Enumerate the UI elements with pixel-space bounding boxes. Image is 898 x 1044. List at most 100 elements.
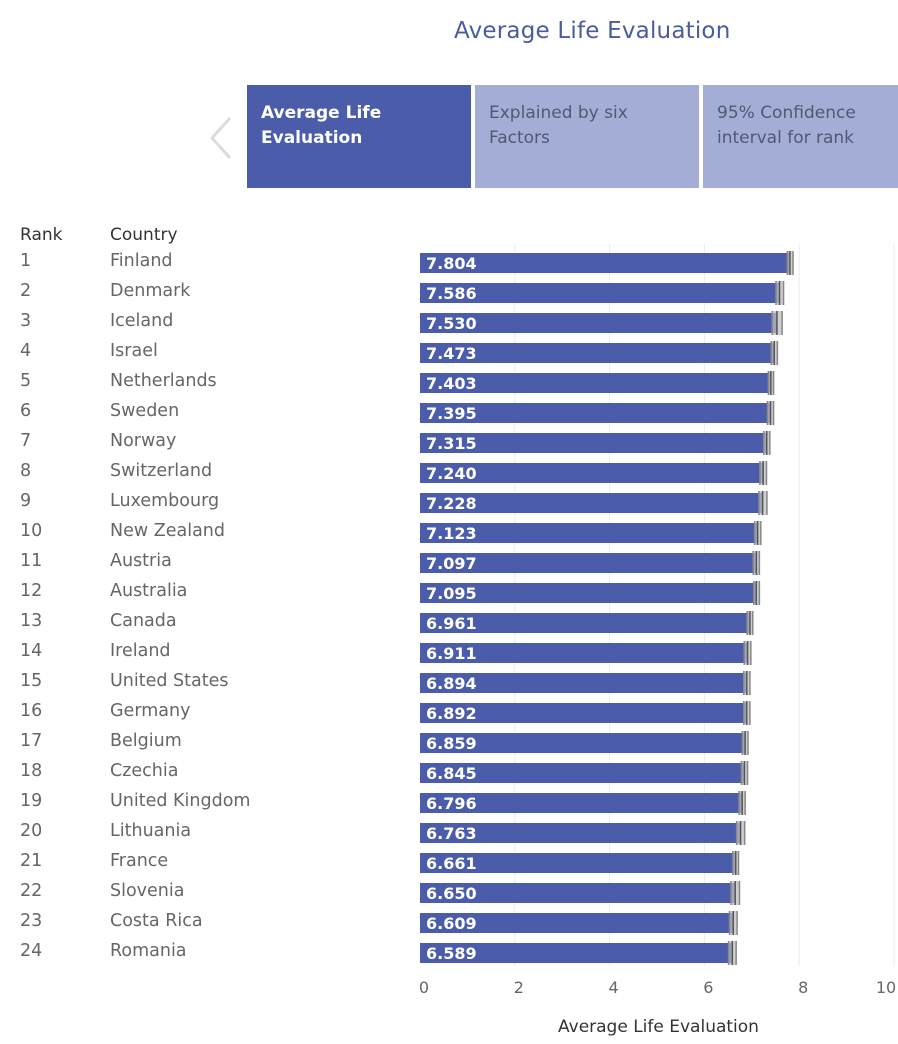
- bar-value-label: 6.845: [426, 764, 477, 783]
- country-cell[interactable]: Luxembourg: [110, 491, 220, 511]
- bar-value-label: 7.228: [426, 494, 477, 513]
- bar-value-label: 6.911: [426, 644, 477, 663]
- bar[interactable]: [420, 643, 748, 663]
- bar[interactable]: [420, 343, 775, 363]
- country-cell[interactable]: Netherlands: [110, 371, 217, 391]
- bar-value-label: 7.097: [426, 554, 477, 573]
- bar[interactable]: [420, 943, 733, 963]
- rank-cell: 11: [20, 551, 43, 571]
- bar[interactable]: [420, 253, 790, 273]
- x-tick-label: 10: [876, 978, 896, 997]
- rank-cell: 24: [20, 941, 43, 961]
- x-tick-label: 2: [514, 978, 524, 997]
- bar[interactable]: [420, 523, 758, 543]
- country-cell[interactable]: Ireland: [110, 641, 171, 661]
- rank-cell: 17: [20, 731, 43, 751]
- country-cell[interactable]: Finland: [110, 251, 173, 271]
- bar-value-label: 6.894: [426, 674, 477, 693]
- country-cell[interactable]: Sweden: [110, 401, 180, 421]
- bar-value-label: 7.395: [426, 404, 477, 423]
- x-axis-title: Average Life Evaluation: [558, 1017, 759, 1037]
- tab-label-line: Factors: [489, 128, 550, 148]
- bar[interactable]: [420, 283, 780, 303]
- bar[interactable]: [420, 733, 746, 753]
- bar-value-label: 6.859: [426, 734, 477, 753]
- bar[interactable]: [420, 913, 734, 933]
- rank-cell: 21: [20, 851, 43, 871]
- rank-column-header: Rank: [20, 225, 63, 245]
- tab-confidence-interval[interactable]: 95% Confidence interval for rank: [703, 85, 898, 188]
- country-cell[interactable]: Romania: [110, 941, 187, 961]
- x-tick-label: 6: [703, 978, 713, 997]
- rank-cell: 10: [20, 521, 43, 541]
- country-cell[interactable]: Switzerland: [110, 461, 213, 481]
- rank-cell: 9: [20, 491, 32, 511]
- bar[interactable]: [420, 793, 743, 813]
- rank-cell: 15: [20, 671, 43, 691]
- x-tick-label: 0: [419, 978, 429, 997]
- bar-value-label: 6.763: [426, 824, 477, 843]
- bar[interactable]: [420, 823, 741, 843]
- bar[interactable]: [420, 493, 763, 513]
- bar-value-label: 7.403: [426, 374, 477, 393]
- previous-arrow-icon[interactable]: [204, 114, 238, 162]
- rank-cell: 6: [20, 401, 32, 421]
- bar-value-label: 7.315: [426, 434, 477, 453]
- tab-label-line: 95% Confidence: [717, 103, 856, 123]
- country-cell[interactable]: Canada: [110, 611, 177, 631]
- bar[interactable]: [420, 433, 767, 453]
- bar[interactable]: [420, 613, 750, 633]
- bar[interactable]: [420, 313, 777, 333]
- rank-cell: 23: [20, 911, 43, 931]
- rank-cell: 12: [20, 581, 43, 601]
- country-cell[interactable]: Belgium: [110, 731, 182, 751]
- x-tick-label: 4: [609, 978, 619, 997]
- country-cell[interactable]: Norway: [110, 431, 177, 451]
- country-cell[interactable]: Iceland: [110, 311, 174, 331]
- rank-cell: 20: [20, 821, 43, 841]
- bar[interactable]: [420, 583, 757, 603]
- bar[interactable]: [420, 373, 771, 393]
- country-column-header: Country: [110, 225, 178, 245]
- tab-explained-by-six-factors[interactable]: Explained by six Factors: [475, 85, 699, 188]
- country-cell[interactable]: United Kingdom: [110, 791, 251, 811]
- tab-label-line: Average Life: [261, 103, 382, 123]
- country-cell[interactable]: Czechia: [110, 761, 179, 781]
- rank-cell: 22: [20, 881, 43, 901]
- tab-average-life-evaluation[interactable]: Average Life Evaluation: [247, 85, 471, 188]
- bar[interactable]: [420, 463, 764, 483]
- bar[interactable]: [420, 403, 771, 423]
- bar-value-label: 7.473: [426, 344, 477, 363]
- country-cell[interactable]: Australia: [110, 581, 188, 601]
- country-cell[interactable]: United States: [110, 671, 229, 691]
- bar[interactable]: [420, 553, 757, 573]
- bar-value-label: 6.961: [426, 614, 477, 633]
- rank-cell: 14: [20, 641, 43, 661]
- country-cell[interactable]: Slovenia: [110, 881, 185, 901]
- bar[interactable]: [420, 853, 736, 873]
- country-cell[interactable]: New Zealand: [110, 521, 225, 541]
- country-cell[interactable]: Costa Rica: [110, 911, 203, 931]
- rank-cell: 3: [20, 311, 32, 331]
- bar-value-label: 7.530: [426, 314, 477, 333]
- rank-cell: 4: [20, 341, 32, 361]
- bar[interactable]: [420, 763, 745, 783]
- bar[interactable]: [420, 703, 747, 723]
- country-cell[interactable]: Israel: [110, 341, 158, 361]
- bar[interactable]: [420, 883, 736, 903]
- x-tick-label: 8: [798, 978, 808, 997]
- rank-cell: 18: [20, 761, 43, 781]
- page-title: Average Life Evaluation: [454, 18, 731, 44]
- country-cell[interactable]: Lithuania: [110, 821, 192, 841]
- country-cell[interactable]: Austria: [110, 551, 172, 571]
- bar[interactable]: [420, 673, 747, 693]
- country-cell[interactable]: Denmark: [110, 281, 191, 301]
- country-cell[interactable]: Germany: [110, 701, 191, 721]
- country-cell[interactable]: France: [110, 851, 169, 871]
- tab-label-line: interval for rank: [717, 128, 855, 148]
- bar-value-label: 7.123: [426, 524, 477, 543]
- bar-value-label: 6.609: [426, 914, 477, 933]
- rank-cell: 7: [20, 431, 32, 451]
- bar-value-label: 6.650: [426, 884, 477, 903]
